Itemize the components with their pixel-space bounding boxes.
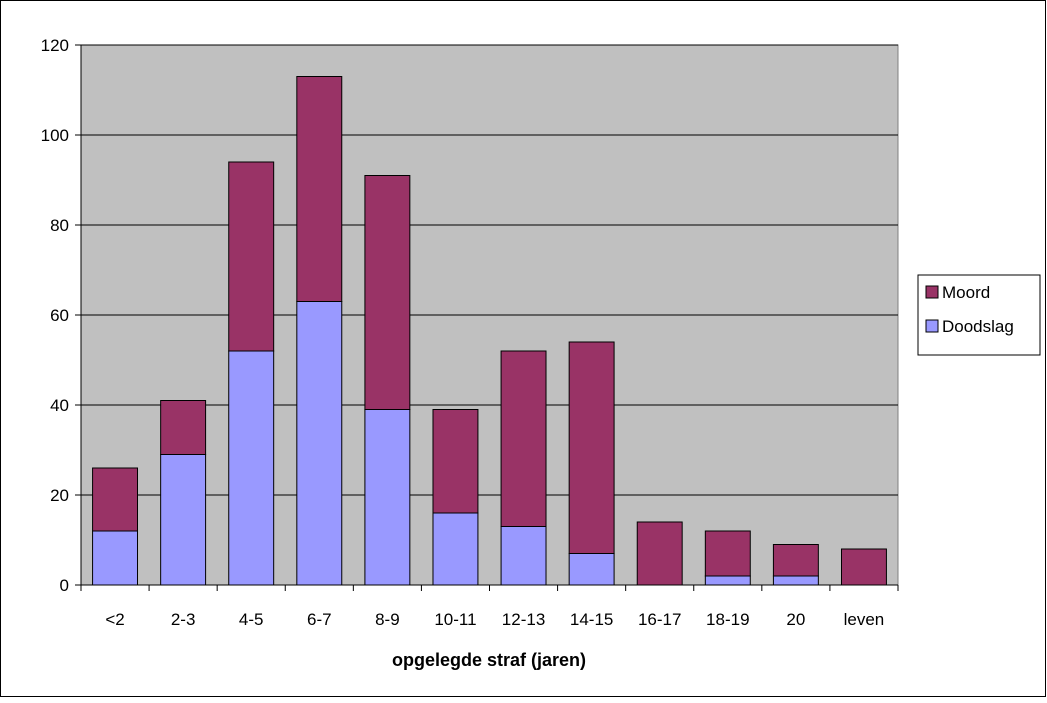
x-tick-label: 18-19 <box>706 610 749 629</box>
y-tick-label: 20 <box>50 486 69 505</box>
y-tick-label: 60 <box>50 306 69 325</box>
bar-moord <box>772 544 819 577</box>
x-tick-label: <2 <box>105 610 124 629</box>
x-axis-title: opgelegde straf (jaren) <box>392 650 586 670</box>
x-tick-label: 20 <box>786 610 805 629</box>
x-tick-label: 16-17 <box>638 610 681 629</box>
axes: 0 20 40 60 80 100 120 <2 2-3 4-5 6-7 8-9 10-11 12-13 1… <box>41 36 899 629</box>
x-tick-label: 10-11 <box>434 610 476 629</box>
x-tick-label: 6-7 <box>307 610 332 629</box>
bar-doodslag <box>364 409 411 586</box>
x-tick-label: 12-13 <box>502 610 545 629</box>
bar-doodslag <box>772 575 819 586</box>
bar-doodslag <box>160 454 207 586</box>
legend-swatch-doodslag <box>925 319 939 333</box>
x-tick-label: 4-5 <box>239 610 264 629</box>
y-tick-label: 120 <box>41 36 69 55</box>
bar-moord <box>160 400 207 455</box>
y-tick-label: 0 <box>60 576 69 595</box>
bar-doodslag <box>296 301 343 586</box>
legend: Moord Doodslag <box>917 274 1041 356</box>
bar-moord <box>92 467 139 532</box>
x-tick-label: 8-9 <box>375 610 400 629</box>
bar-moord <box>296 76 343 302</box>
bar-doodslag <box>92 530 139 586</box>
bar-moord <box>500 350 547 527</box>
bar-moord <box>704 530 751 577</box>
bar-doodslag <box>568 553 615 586</box>
bars <box>92 76 887 586</box>
y-tick-label: 80 <box>50 216 69 235</box>
bar-moord <box>636 521 683 586</box>
legend-label-moord: Moord <box>942 283 990 302</box>
bar-doodslag <box>500 526 547 586</box>
bar-moord <box>568 341 615 554</box>
x-tick-label: 14-15 <box>570 610 613 629</box>
x-tick-label: 2-3 <box>171 610 196 629</box>
y-tick-label: 100 <box>41 126 69 145</box>
bar-moord <box>364 175 411 410</box>
legend-label-doodslag: Doodslag <box>942 317 1014 336</box>
legend-swatch-moord <box>925 285 939 299</box>
bar-moord <box>228 161 275 352</box>
bar-doodslag <box>432 512 479 586</box>
bar-doodslag <box>704 575 751 586</box>
x-tick-label: leven <box>844 610 885 629</box>
bar-moord <box>432 409 479 514</box>
bar-moord <box>840 548 887 586</box>
bar-doodslag <box>228 350 275 586</box>
gridlines <box>81 44 898 496</box>
y-tick-label: 40 <box>50 396 69 415</box>
